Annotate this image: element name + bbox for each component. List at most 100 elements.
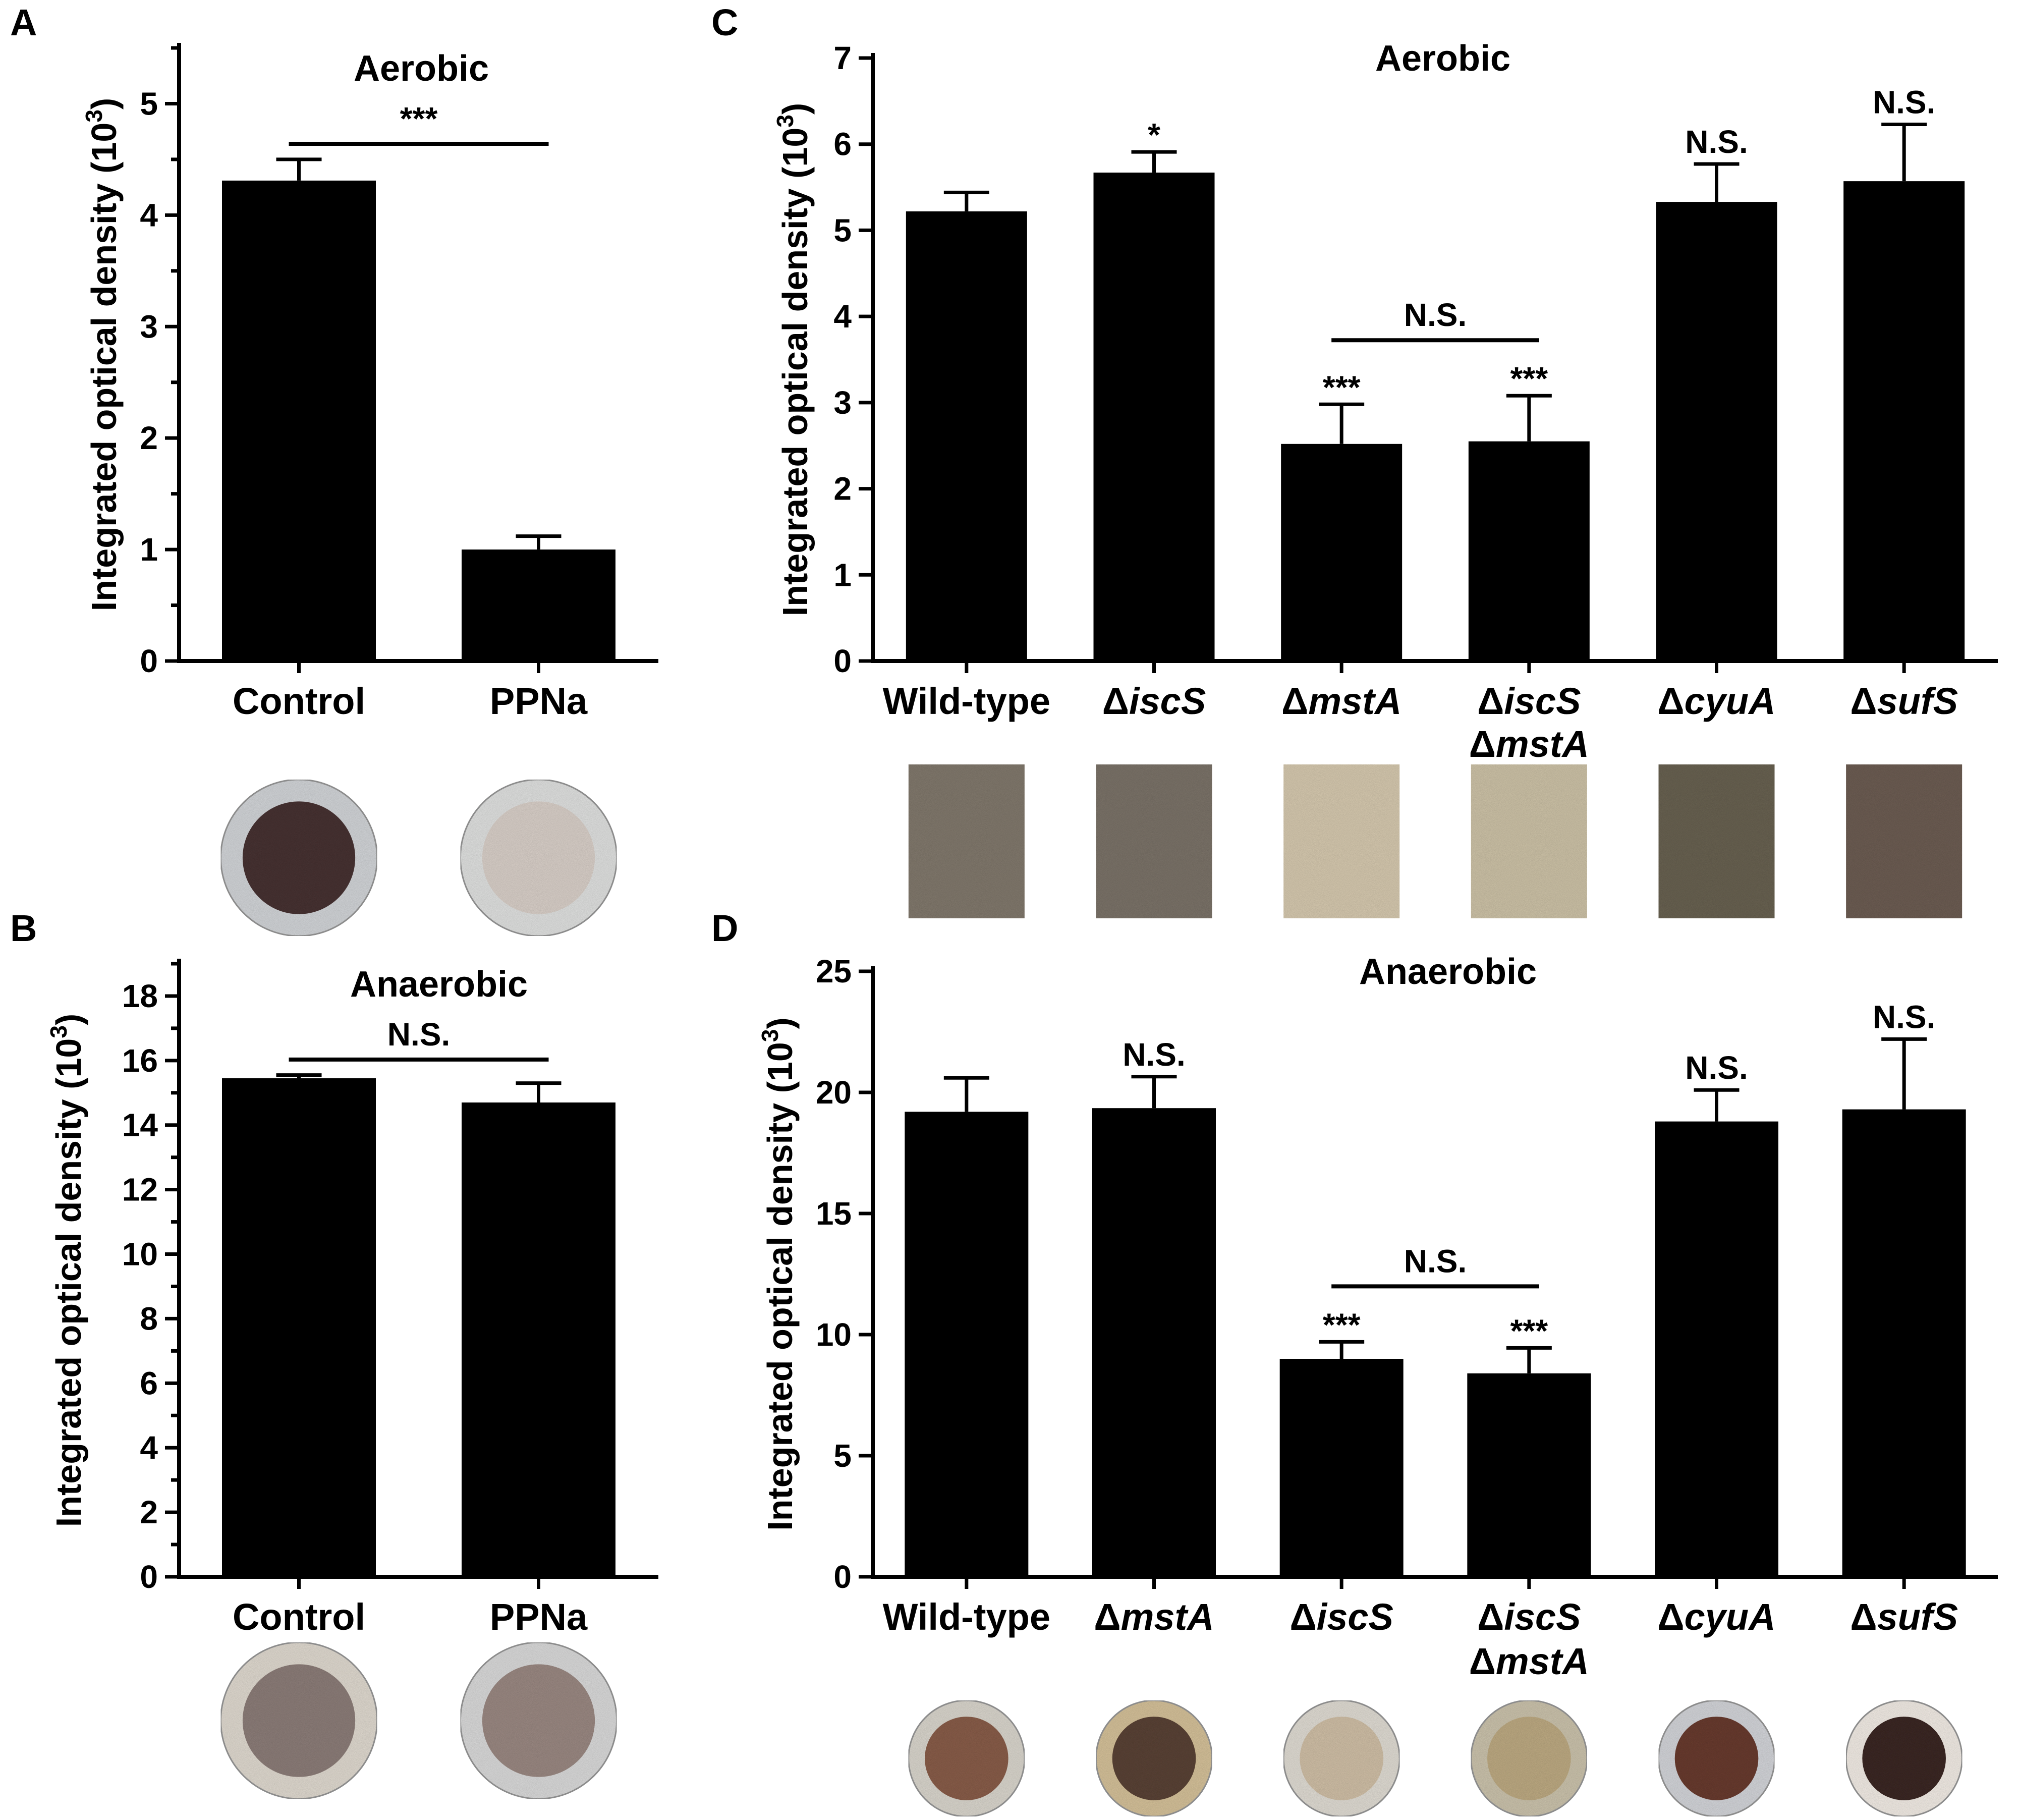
bar (1093, 173, 1215, 661)
y-tick-label: 0 (833, 1559, 852, 1595)
bar (1279, 1359, 1404, 1577)
plate-colony (1862, 1717, 1946, 1800)
y-tick-label: 3 (140, 308, 158, 345)
error-bar (1319, 1340, 1365, 1359)
y-tick-label: 14 (122, 1107, 158, 1143)
y-tick-label: 8 (140, 1300, 158, 1337)
significance-label: *** (1323, 369, 1361, 405)
category-label: ΔiscS (1102, 680, 1206, 722)
bracket-label: N.S. (1404, 1243, 1467, 1279)
error-bar (1319, 402, 1365, 444)
y-tick-label: 16 (122, 1042, 158, 1079)
y-tick-label: 6 (140, 1365, 158, 1401)
significance-label: *** (1510, 1312, 1548, 1349)
significance-label: N.S. (1873, 999, 1935, 1035)
panel-label: D (711, 907, 738, 949)
y-tick-label: 25 (816, 953, 852, 989)
category-label: ΔiscS (1477, 680, 1581, 722)
strain-image (1846, 764, 1963, 918)
panel-C: C Aerobic Integrated optical density (103)… (711, 2, 1998, 918)
category-label: PPNa (490, 680, 588, 722)
bracket-label: N.S. (387, 1016, 450, 1053)
error-bar (276, 1073, 322, 1079)
category-label: ΔcyuA (1657, 1596, 1775, 1638)
significance-label: N.S. (1685, 1050, 1748, 1086)
y-tick-label: 0 (833, 643, 852, 679)
bar (462, 1102, 615, 1577)
y-axis-label: Integrated optical density (103) (81, 98, 124, 611)
y-tick-label: 12 (122, 1172, 158, 1208)
bar (905, 1112, 1029, 1577)
significance-label: *** (1510, 360, 1548, 397)
error-bar (1881, 122, 1927, 182)
panel-A: A Aerobic Integrated optical density (103)… (10, 2, 658, 937)
y-tick-label: 0 (140, 643, 158, 679)
chart-title: Aerobic (354, 48, 489, 89)
category-label: Wild-type (883, 680, 1050, 722)
plate-colony (1112, 1717, 1196, 1800)
bar (1656, 202, 1777, 661)
category-label: ΔmstA (1094, 1596, 1214, 1638)
bar (222, 1078, 376, 1577)
error-bar (516, 534, 562, 550)
bar (906, 211, 1027, 661)
strain-image (1096, 764, 1212, 918)
y-tick-label: 7 (833, 40, 852, 76)
y-tick-label: 20 (816, 1074, 852, 1111)
category-label: ΔiscS (1477, 1596, 1581, 1638)
strain-image (1658, 764, 1775, 918)
y-tick-label: 5 (833, 1438, 852, 1474)
panel-D: D Anaerobic Integrated optical density (10… (711, 907, 1998, 1817)
panel-label: C (711, 2, 738, 43)
bar (1655, 1121, 1778, 1577)
y-tick-label: 0 (140, 1559, 158, 1595)
y-tick-label: 2 (833, 471, 852, 507)
category-label: ΔsufS (1850, 1596, 1958, 1638)
category-label: Wild-type (883, 1596, 1050, 1638)
error-bar (1694, 162, 1740, 202)
y-tick-label: 15 (816, 1195, 852, 1232)
error-bar (1131, 1075, 1177, 1109)
bracket-label: N.S. (1404, 297, 1467, 333)
y-tick-label: 10 (816, 1316, 852, 1353)
error-bar (1694, 1088, 1740, 1122)
bar (1842, 1109, 1966, 1577)
significance-label: N.S. (1873, 84, 1935, 120)
significance-label: *** (1323, 1306, 1361, 1343)
y-tick-label: 1 (140, 531, 158, 568)
bracket-label: *** (400, 100, 438, 137)
significance-label: * (1148, 117, 1160, 153)
error-bar (1881, 1037, 1927, 1110)
error-bar (516, 1081, 562, 1102)
bar (1843, 181, 1965, 661)
significance-label: N.S. (1123, 1036, 1185, 1073)
category-label: ΔmstA (1469, 1640, 1589, 1682)
bar (462, 549, 615, 661)
y-tick-label: 6 (833, 126, 852, 162)
strain-image (1283, 764, 1400, 918)
category-label: ΔiscS (1290, 1596, 1393, 1638)
category-label: ΔsufS (1850, 680, 1958, 722)
category-label: ΔcyuA (1657, 680, 1775, 722)
plate-colony (1487, 1717, 1571, 1800)
y-tick-label: 10 (122, 1236, 158, 1273)
category-label: Control (233, 680, 365, 722)
plate-colony (242, 1664, 356, 1777)
y-tick-label: 2 (140, 420, 158, 456)
y-tick-label: 4 (140, 1429, 158, 1466)
bar (1092, 1108, 1216, 1577)
chart-title: Anaerobic (350, 964, 528, 1005)
chart-title: Anaerobic (1359, 952, 1537, 992)
y-tick-label: 18 (122, 978, 158, 1014)
plate-colony (925, 1717, 1008, 1800)
strain-image (1471, 764, 1587, 918)
bar (222, 180, 376, 661)
plate-colony (242, 801, 356, 914)
category-label: Control (233, 1596, 365, 1638)
y-tick-label: 4 (833, 298, 852, 335)
significance-label: N.S. (1685, 124, 1748, 160)
y-tick-label: 5 (833, 212, 852, 248)
error-bar (1506, 394, 1552, 442)
error-bar (1506, 1346, 1552, 1373)
